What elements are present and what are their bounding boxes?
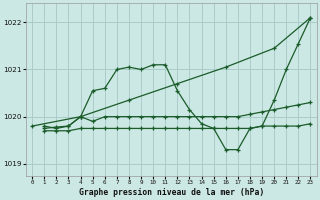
X-axis label: Graphe pression niveau de la mer (hPa): Graphe pression niveau de la mer (hPa) [79, 188, 264, 197]
